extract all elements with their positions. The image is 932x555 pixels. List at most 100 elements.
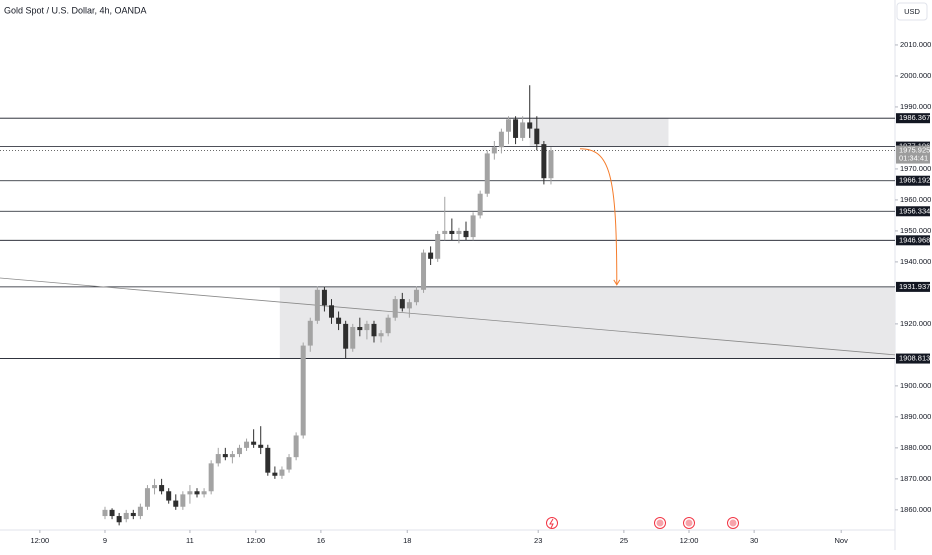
currency-label[interactable]: USD <box>904 7 920 16</box>
y-tick-label: 1890.000 <box>900 412 931 421</box>
level-tag <box>896 281 930 292</box>
candle-body <box>541 144 547 179</box>
candle-body <box>336 317 342 324</box>
arrow <box>579 148 618 285</box>
candle-body <box>173 500 179 507</box>
candle-body <box>187 491 193 495</box>
candle-body <box>144 488 150 507</box>
candle-body <box>286 457 292 470</box>
candle-body <box>329 305 335 318</box>
level-tag-label: 1946.968 <box>899 235 930 244</box>
y-tick-label: 1900.000 <box>900 381 931 390</box>
x-tick-label: 12:00 <box>30 536 49 545</box>
x-tick-label: 25 <box>620 536 628 545</box>
y-tick-label: 1970.000 <box>900 164 931 173</box>
level-tag-label: 1956.334 <box>899 206 930 215</box>
level-tag <box>896 206 930 217</box>
x-tick-label: 11 <box>186 536 194 545</box>
candle-body <box>166 491 172 501</box>
candle-body <box>123 512 129 520</box>
candle-body <box>229 454 235 458</box>
zone <box>529 118 669 147</box>
candle-body <box>244 441 250 448</box>
candle-body <box>208 463 214 492</box>
candle-body <box>406 302 412 309</box>
candle-body <box>265 447 271 473</box>
candle-body <box>130 512 136 517</box>
candle-body <box>527 122 533 129</box>
y-tick-label: 1920.000 <box>900 319 931 328</box>
level-tag-label: 1966.192 <box>899 176 930 185</box>
candle-body <box>293 435 299 458</box>
candle-body <box>314 289 320 321</box>
candle-body <box>201 491 207 495</box>
plot-area <box>0 85 895 526</box>
candle-body <box>137 506 143 517</box>
zone <box>279 286 895 359</box>
y-tick-label: 1940.000 <box>900 257 931 266</box>
event-flag <box>729 519 737 527</box>
current-price-label: 1975.925 <box>899 146 930 155</box>
candle-body <box>180 494 186 507</box>
event-flag <box>656 519 664 527</box>
level-tag-label: 1986.367 <box>899 113 930 122</box>
candle-body <box>258 444 264 448</box>
x-tick-label: 23 <box>534 536 542 545</box>
candle-body <box>251 441 257 445</box>
trendline <box>0 277 895 356</box>
candle-body <box>236 447 242 455</box>
x-tick-label: 12:00 <box>680 536 699 545</box>
candle-body <box>484 153 490 194</box>
candle-body <box>300 345 306 436</box>
level-tag-label: 1908.813 <box>899 354 930 363</box>
x-tick-label: Nov <box>835 536 849 545</box>
y-tick-label: 2000.000 <box>900 71 931 80</box>
candle-body <box>442 230 448 235</box>
x-tick-label: 9 <box>103 536 107 545</box>
candle-body <box>385 317 391 334</box>
candle-body <box>378 333 384 337</box>
candle-body <box>194 491 200 495</box>
event-flag <box>685 519 693 527</box>
candle-body <box>491 147 497 154</box>
level-tag-label: 1931.937 <box>899 282 930 291</box>
candle-body <box>152 485 158 489</box>
candle-body <box>435 234 441 259</box>
candle-body <box>534 128 540 145</box>
candle-body <box>470 215 476 238</box>
price-axis: 2010.000 2000.000 1990.000 1970.000 1960.000… <box>895 40 931 514</box>
level-tag <box>896 113 930 124</box>
level-tag <box>896 353 930 364</box>
candle-body <box>513 119 519 138</box>
candle-body <box>307 320 313 346</box>
candle-body <box>321 289 327 306</box>
candle-body <box>159 485 165 492</box>
candle-body <box>548 150 554 179</box>
event-icon[interactable] <box>546 517 558 529</box>
candle-body <box>343 323 349 349</box>
candle-body <box>456 230 462 235</box>
candle-body <box>371 323 377 337</box>
x-tick-label: 30 <box>750 536 758 545</box>
y-tick-label: 1990.000 <box>900 102 931 111</box>
candle-body <box>222 454 228 458</box>
candle-body <box>364 323 370 331</box>
event-icons <box>546 517 739 529</box>
level-tag <box>896 175 930 186</box>
candle-body <box>413 289 419 303</box>
y-tick-label: 1960.000 <box>900 195 931 204</box>
countdown-label: 01:34:41 <box>899 154 928 163</box>
candle-body <box>520 122 526 138</box>
current-price-tag <box>896 145 930 164</box>
currency-button[interactable] <box>896 2 928 21</box>
x-tick-label: 12:00 <box>246 536 265 545</box>
candle-body <box>279 469 285 476</box>
y-tick-label: 1860.000 <box>900 505 931 514</box>
x-tick-label: 18 <box>403 536 411 545</box>
y-tick-label: 1880.000 <box>900 443 931 452</box>
candle-body <box>350 326 356 349</box>
candle-body <box>463 230 469 238</box>
chart-title: Gold Spot / U.S. Dollar, 4h, OANDA <box>4 5 147 15</box>
level-tag <box>896 235 930 246</box>
